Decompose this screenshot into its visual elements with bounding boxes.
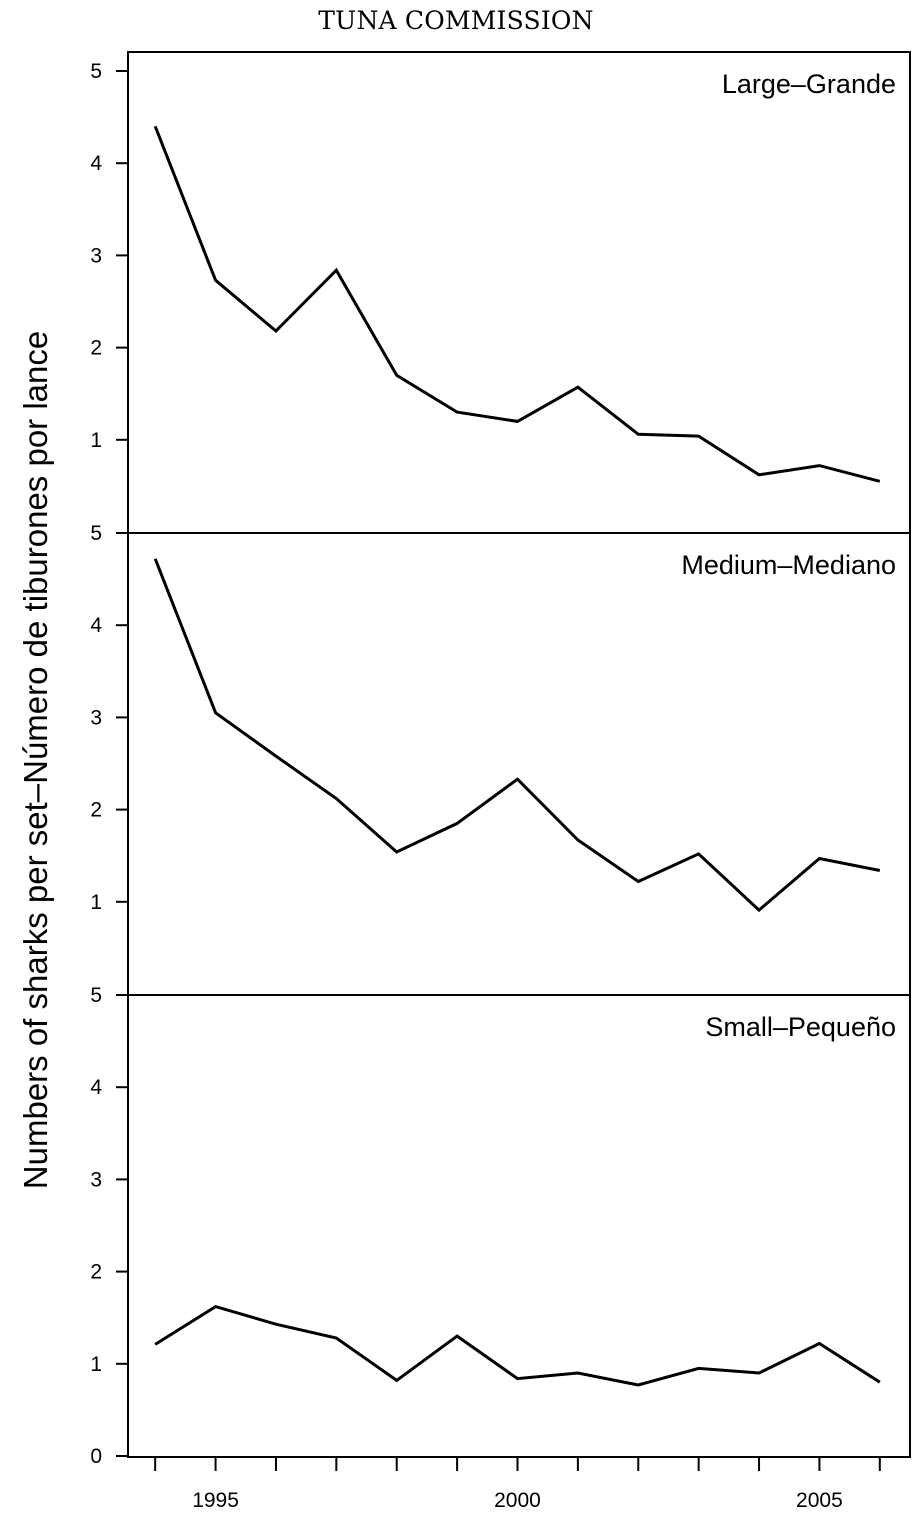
y-tick-label: 1 (90, 1353, 102, 1376)
y-tick-label: 5 (90, 522, 102, 545)
y-tick-label: 0 (90, 1445, 102, 1468)
panel-label: Small–Pequeño (705, 1012, 896, 1042)
panel-1: 5 4 3 2 1 Medium–Mediano (90, 522, 896, 914)
panel-label: Large–Grande (722, 69, 896, 99)
chart-panels: 5 4 3 2 1 Large–Grande 5 4 3 2 1 Medium–Mediano 5 4 3 2… (90, 60, 896, 1468)
x-tick-label: 2005 (796, 1489, 843, 1512)
x-tick-label: 1995 (192, 1489, 239, 1512)
y-tick-label: 2 (90, 337, 102, 360)
chart-frame (127, 51, 911, 1458)
panel-2: 5 4 3 2 1 0 Small–Pequeño (90, 984, 896, 1468)
y-tick-label: 2 (90, 799, 102, 822)
y-tick-label: 3 (90, 1168, 102, 1191)
y-axis-label: Numbers of sharks per set–Número de tibu… (17, 331, 54, 1189)
y-tick-label: 4 (90, 152, 102, 175)
page-header: TUNA COMMISSION (318, 6, 594, 35)
panel-0: 5 4 3 2 1 Large–Grande (90, 60, 896, 483)
x-axis: 1995 2000 2005 (154, 1457, 881, 1512)
plot-border (127, 51, 911, 1458)
y-tick-label: 4 (90, 1076, 102, 1099)
y-tick-label: 3 (90, 706, 102, 729)
series-line (153, 558, 881, 913)
series-line (154, 1304, 881, 1387)
series-line (153, 125, 881, 483)
y-tick-label: 1 (90, 891, 102, 914)
x-tick-label: 2000 (494, 1489, 541, 1512)
y-tick-label: 2 (90, 1261, 102, 1284)
y-tick-label: 1 (90, 429, 102, 452)
y-tick-label: 5 (90, 60, 102, 83)
y-tick-label: 4 (90, 614, 102, 637)
y-tick-label: 5 (90, 984, 102, 1007)
panel-label: Medium–Mediano (681, 550, 896, 580)
y-tick-label: 3 (90, 244, 102, 267)
